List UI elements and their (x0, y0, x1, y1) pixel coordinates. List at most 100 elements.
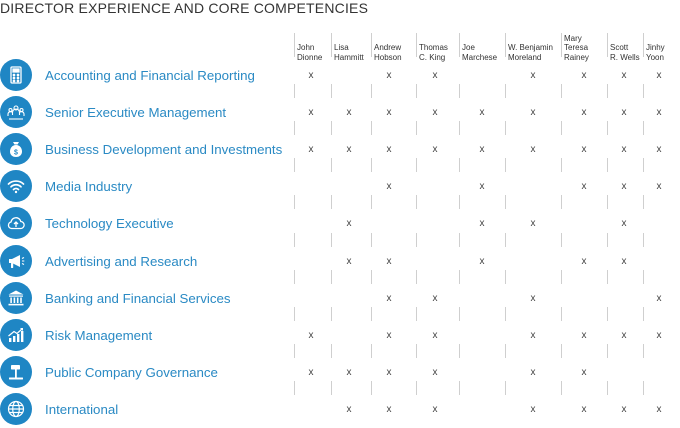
competency-mark: x (346, 107, 352, 119)
gavel-icon (0, 355, 32, 388)
column-separator (331, 84, 332, 99)
competency-mark: x (530, 107, 536, 119)
competency-mark: x (308, 144, 314, 156)
column-separator (561, 158, 562, 173)
competency-row-international: International x x x x x x x (0, 391, 680, 428)
column-separator (459, 269, 460, 284)
money-bag-icon: $ (0, 133, 32, 166)
competency-mark: x (656, 292, 662, 304)
column-separator (294, 195, 295, 210)
competency-mark: x (621, 255, 627, 267)
column-separator (331, 380, 332, 395)
column-separator (331, 195, 332, 210)
competency-mark: x (530, 70, 536, 81)
competency-mark: x (308, 107, 314, 119)
column-separator (416, 158, 417, 173)
column-separator (416, 269, 417, 284)
competency-mark: x (479, 218, 485, 230)
column-separator (561, 380, 562, 395)
director-header-john-dionne: John Dionne (297, 43, 323, 62)
column-separator (459, 380, 460, 395)
competency-mark: x (530, 366, 536, 378)
column-separator (331, 158, 332, 173)
competency-mark: x (581, 181, 587, 193)
competency-mark: x (346, 366, 352, 378)
column-separator (505, 84, 506, 99)
column-separator (561, 306, 562, 321)
director-header-jinhy-yoon: Jinhy Yoon (646, 43, 665, 62)
competency-mark: x (432, 403, 438, 415)
competency-label: Senior Executive Management (45, 105, 227, 121)
column-separator (505, 232, 506, 247)
column-separator (561, 121, 562, 136)
competency-mark: x (621, 329, 627, 341)
column-separator (561, 269, 562, 284)
competency-row-banking-and-financial-services: Banking and Financial Services x x x x (0, 280, 680, 317)
column-separator (294, 84, 295, 99)
competency-mark: x (656, 107, 662, 119)
competency-mark: x (530, 218, 536, 230)
competency-row-risk-management: Risk Management x x x x x x x (0, 317, 680, 354)
director-header-w-benjamin-moreland: W. Benjamin Moreland (508, 43, 553, 62)
column-separator (294, 121, 295, 136)
column-separator (607, 121, 608, 136)
competency-mark: x (386, 403, 392, 415)
column-separator (371, 380, 372, 395)
column-separator (331, 343, 332, 358)
column-separator (643, 121, 644, 136)
column-separator (561, 33, 562, 57)
column-separator (294, 380, 295, 395)
competency-mark: x (346, 255, 352, 267)
director-header-scott-r-wells: Scott R. Wells (610, 43, 640, 62)
competency-label: Banking and Financial Services (45, 290, 231, 306)
team-icon (0, 96, 32, 129)
column-separator (561, 232, 562, 247)
column-separator (371, 84, 372, 99)
competency-mark: x (386, 144, 392, 156)
column-separator (505, 269, 506, 284)
column-separator (459, 343, 460, 358)
column-separator (607, 343, 608, 358)
globe-icon (0, 392, 32, 425)
competency-mark: x (621, 107, 627, 119)
bank-icon (0, 281, 32, 314)
column-separator (643, 343, 644, 358)
column-separator (371, 33, 372, 57)
column-separator (294, 158, 295, 173)
column-separator (459, 232, 460, 247)
competency-mark: x (581, 329, 587, 341)
competency-mark: x (656, 70, 662, 81)
director-header-mary-teresa-rainey: Mary Teresa Rainey (564, 33, 589, 62)
column-separator (505, 306, 506, 321)
column-separator (561, 343, 562, 358)
column-separator (331, 33, 332, 57)
column-separator (371, 269, 372, 284)
competency-mark: x (386, 366, 392, 378)
competency-mark: x (308, 329, 314, 341)
competency-mark: x (581, 70, 587, 81)
competency-mark: x (386, 255, 392, 267)
page-title: DIRECTOR EXPERIENCE AND CORE COMPETENCIE… (0, 0, 369, 16)
column-separator (416, 33, 417, 57)
column-separator (459, 84, 460, 99)
competency-mark: x (530, 144, 536, 156)
column-separator (416, 306, 417, 321)
column-separator (371, 195, 372, 210)
competency-mark: x (432, 292, 438, 304)
column-separator (607, 84, 608, 99)
column-separator (459, 158, 460, 173)
svg-text:$: $ (14, 150, 18, 157)
column-separator (643, 232, 644, 247)
column-separator (643, 269, 644, 284)
competency-mark: x (432, 70, 438, 81)
column-separator (371, 158, 372, 173)
competency-mark: x (308, 70, 314, 81)
column-separator (331, 269, 332, 284)
column-separator (294, 232, 295, 247)
competency-mark: x (621, 218, 627, 230)
competency-mark: x (479, 107, 485, 119)
competency-mark: x (530, 292, 536, 304)
competency-mark: x (432, 107, 438, 119)
competency-row-public-company-governance: Public Company Governance x x x x x x (0, 354, 680, 391)
competency-label: Media Industry (45, 179, 133, 195)
